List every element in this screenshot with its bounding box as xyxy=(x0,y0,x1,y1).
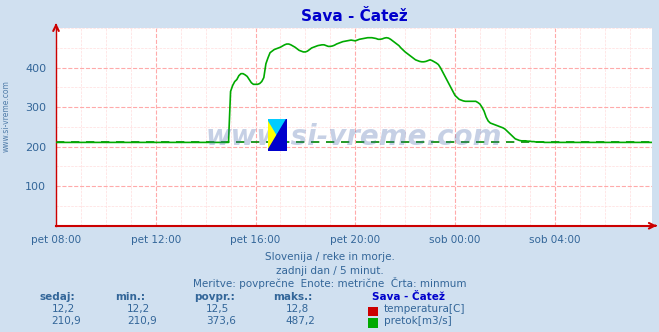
Text: www.si-vreme.com: www.si-vreme.com xyxy=(206,123,502,151)
Text: temperatura[C]: temperatura[C] xyxy=(384,304,465,314)
Text: 12,8: 12,8 xyxy=(285,304,308,314)
Text: 12,2: 12,2 xyxy=(51,304,74,314)
Text: 12,2: 12,2 xyxy=(127,304,150,314)
Text: 210,9: 210,9 xyxy=(127,316,157,326)
Text: www.si-vreme.com: www.si-vreme.com xyxy=(2,80,11,152)
Polygon shape xyxy=(268,119,287,135)
Text: 373,6: 373,6 xyxy=(206,316,236,326)
Title: Sava - Čatež: Sava - Čatež xyxy=(301,9,407,24)
Polygon shape xyxy=(268,119,277,151)
Text: maks.:: maks.: xyxy=(273,292,313,302)
Text: sedaj:: sedaj: xyxy=(40,292,75,302)
Text: Meritve: povprečne  Enote: metrične  Črta: minmum: Meritve: povprečne Enote: metrične Črta:… xyxy=(192,277,467,289)
Text: 487,2: 487,2 xyxy=(285,316,315,326)
Polygon shape xyxy=(268,119,287,151)
Text: 12,5: 12,5 xyxy=(206,304,229,314)
Text: zadnji dan / 5 minut.: zadnji dan / 5 minut. xyxy=(275,266,384,276)
Text: min.:: min.: xyxy=(115,292,146,302)
Text: pretok[m3/s]: pretok[m3/s] xyxy=(384,316,451,326)
Text: 210,9: 210,9 xyxy=(51,316,81,326)
Text: povpr.:: povpr.: xyxy=(194,292,235,302)
Text: Sava - Čatež: Sava - Čatež xyxy=(372,292,445,302)
Text: Slovenija / reke in morje.: Slovenija / reke in morje. xyxy=(264,252,395,262)
